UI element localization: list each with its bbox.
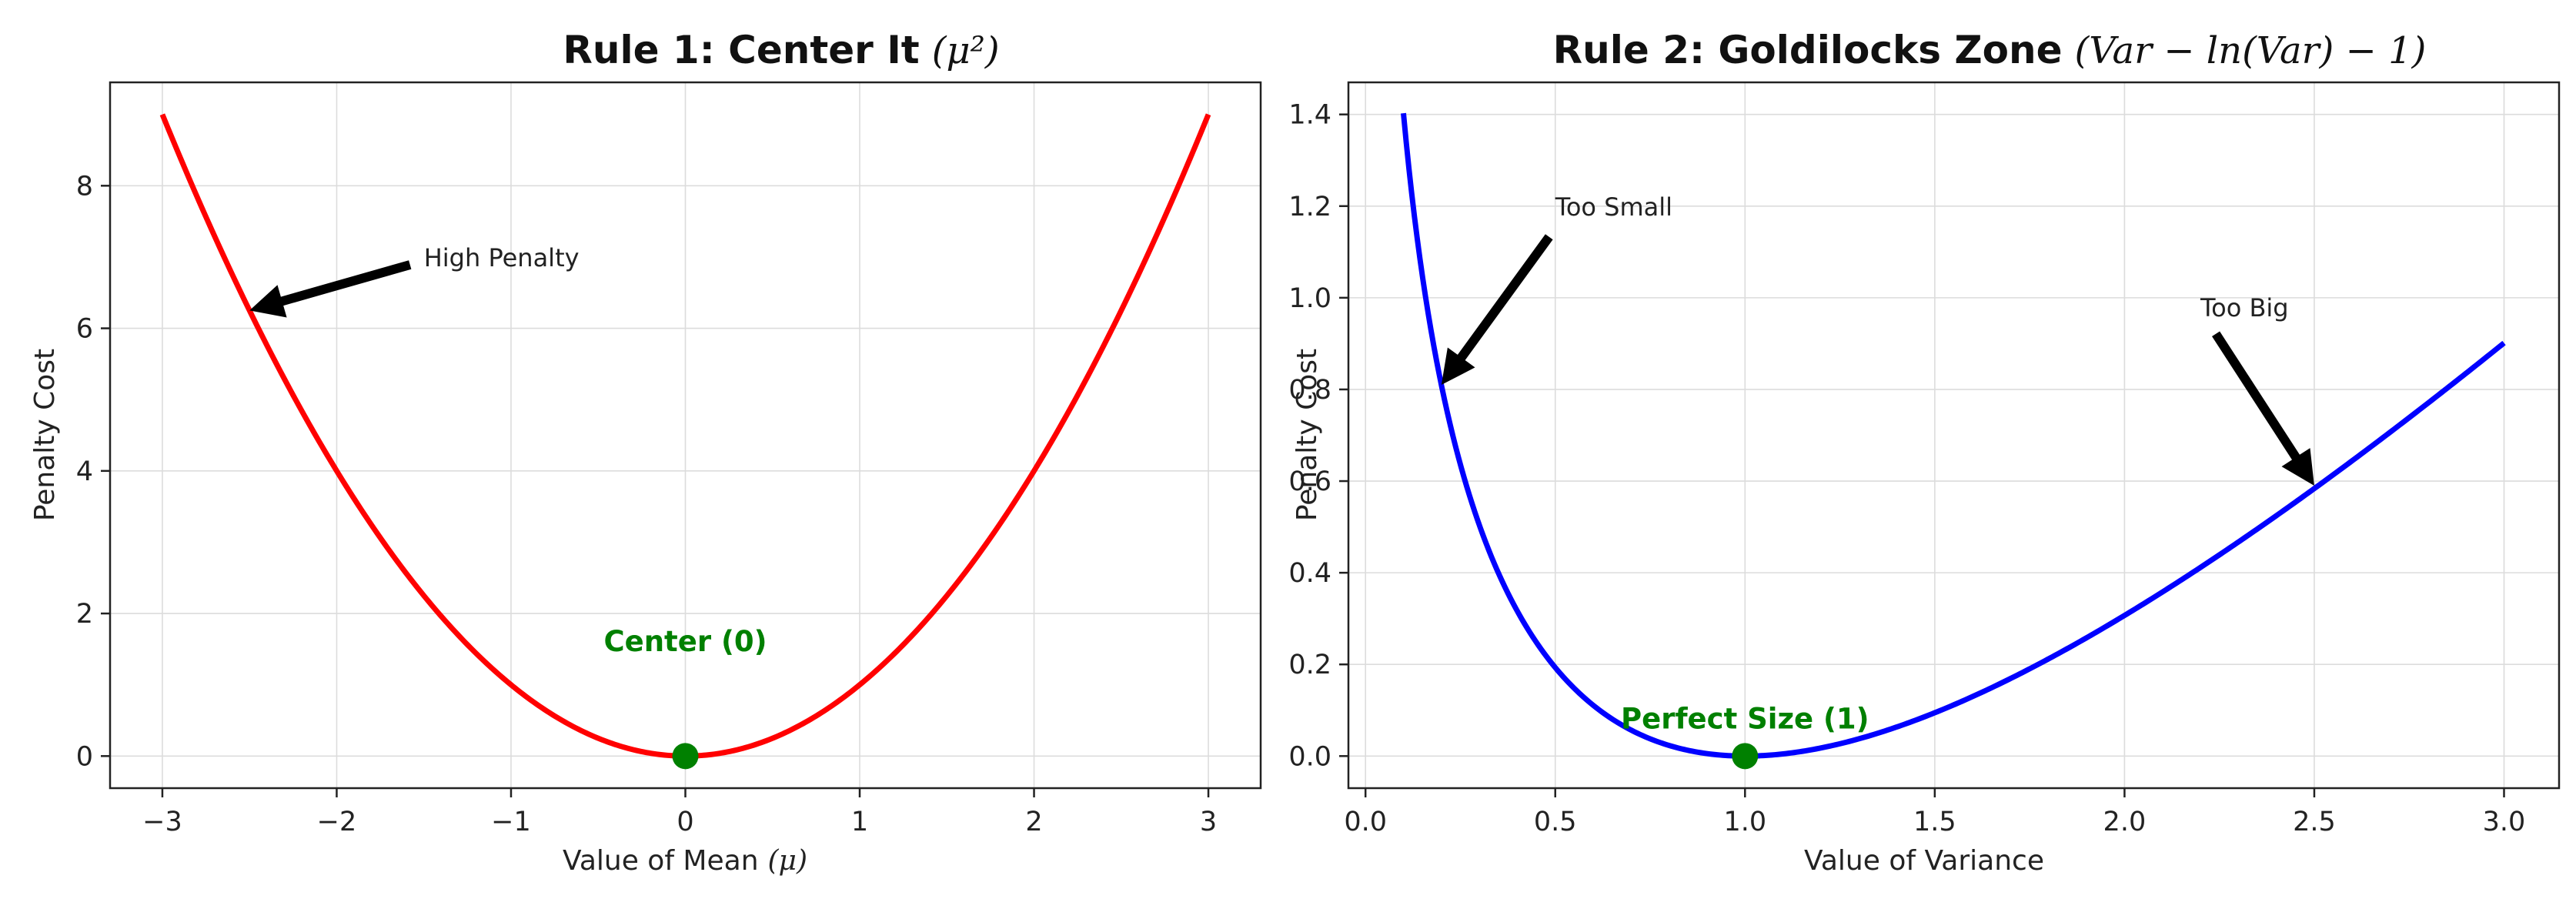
right-title-math: (Var − ln(Var) − 1)	[2075, 29, 2427, 72]
y-tick-label: 4	[76, 456, 93, 487]
annotation-arrow	[1441, 234, 1553, 385]
left-ticks: −3 −2 −1 0 1 2 3 0 2 4 6 8	[76, 171, 1217, 837]
right-ticks: 0.0 0.5 1.0 1.5 2.0 2.5 3.0 0.0 0.2 0.4 0.6 0.8 1.0 1…	[1288, 100, 2525, 837]
y-tick-label: 0.2	[1288, 650, 1331, 680]
left-title-math: (μ²)	[932, 29, 1000, 72]
right-gridlines	[1348, 82, 2559, 788]
annotation-arrow	[2212, 331, 2314, 486]
x-tick-label: −2	[317, 807, 357, 837]
x-tick-label: 2.0	[2103, 807, 2147, 837]
y-tick-label: 0.4	[1288, 558, 1331, 589]
y-tick-label: 1.4	[1288, 100, 1331, 131]
left-xlabel-text: Value of Mean	[563, 845, 759, 877]
x-tick-label: 0.0	[1344, 807, 1387, 837]
left-gridlines	[110, 82, 1261, 788]
right-x-axis-label: Value of Variance	[1804, 845, 2044, 877]
y-tick-label: 0.8	[1288, 375, 1331, 406]
left-curve-layer	[159, 113, 1211, 770]
y-tick-label: 1.0	[1288, 283, 1331, 314]
right-curve-layer	[1401, 112, 2506, 770]
x-tick-label: 1.5	[1913, 807, 1956, 837]
right-chart-panel: Rule 2: Goldilocks Zone (Var − ln(Var) − …	[1288, 28, 2561, 877]
left-x-axis-label: Value of Mean (μ)	[563, 845, 807, 877]
x-tick-label: −1	[491, 807, 531, 837]
x-tick-label: 2	[1025, 807, 1042, 837]
series-line	[1401, 112, 2506, 759]
left-chart-title: Rule 1: Center It (μ²)	[563, 28, 999, 72]
y-tick-label: 6	[76, 314, 93, 345]
annotation-label: High Penalty	[424, 243, 580, 272]
annotation-label: Too Small	[1555, 192, 1672, 222]
optimum-marker	[672, 743, 699, 770]
right-annotations: Too Small Too Big Perfect Size (1)	[1441, 192, 2314, 736]
y-tick-label: 0	[76, 741, 93, 772]
x-tick-label: 3.0	[2483, 807, 2526, 837]
x-tick-label: 0.5	[1534, 807, 1577, 837]
right-title-text: Rule 2: Goldilocks Zone	[1553, 28, 2063, 72]
right-plot-frame	[1347, 81, 2561, 790]
y-tick-label: 2	[76, 599, 93, 630]
left-chart-panel: Rule 1: Center It (μ²) High Penalty Center…	[29, 28, 1262, 877]
left-y-axis-label: Penalty Cost	[29, 349, 61, 521]
right-y-axis-label: Penalty Cost	[1291, 349, 1323, 521]
left-xlabel-math: (μ)	[768, 845, 808, 877]
x-tick-label: 1	[851, 807, 868, 837]
annotation-arrow	[249, 260, 412, 318]
optimum-marker	[1732, 743, 1759, 770]
left-title-text: Rule 1: Center It	[563, 28, 919, 72]
right-chart-title: Rule 2: Goldilocks Zone (Var − ln(Var) − …	[1553, 28, 2427, 72]
annotation-label: Center (0)	[603, 625, 767, 658]
y-tick-label: 0.0	[1288, 741, 1331, 772]
left-annotations: High Penalty Center (0)	[249, 243, 767, 658]
x-tick-label: 1.0	[1723, 807, 1766, 837]
x-tick-label: 0	[677, 807, 693, 837]
annotation-label: Too Big	[2200, 293, 2289, 322]
y-tick-label: 0.6	[1288, 466, 1331, 497]
x-tick-label: 2.5	[2293, 807, 2336, 837]
x-tick-label: −3	[142, 807, 182, 837]
annotation-label: Perfect Size (1)	[1621, 703, 1869, 736]
y-tick-label: 1.2	[1288, 192, 1331, 222]
y-tick-label: 8	[76, 171, 93, 202]
x-tick-label: 3	[1200, 807, 1217, 837]
